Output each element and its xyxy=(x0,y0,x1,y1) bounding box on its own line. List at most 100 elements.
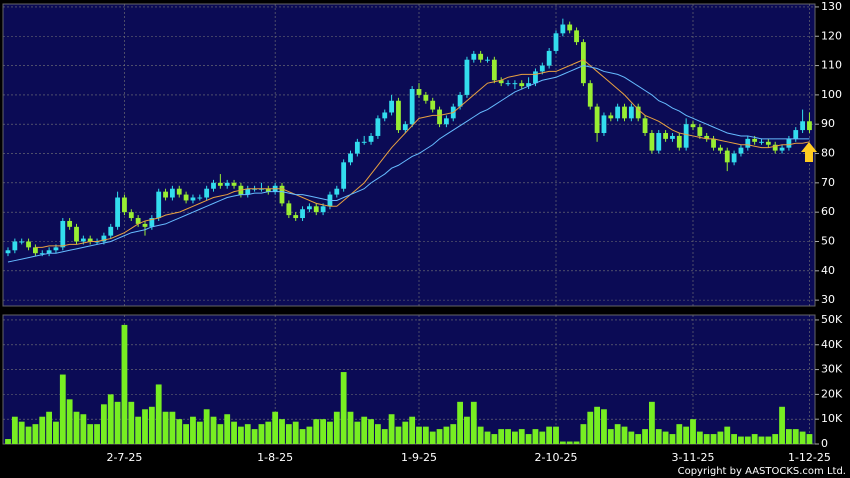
candle-body xyxy=(176,188,182,195)
candle-body xyxy=(505,83,511,85)
candle-body xyxy=(156,191,162,219)
candle-body xyxy=(574,30,579,43)
volume-bar xyxy=(518,429,525,444)
volume-bar xyxy=(580,424,587,444)
volume-bar xyxy=(402,421,409,444)
x-tick-label: 2-10-25 xyxy=(535,451,578,464)
volume-bar xyxy=(313,419,320,444)
candle-body xyxy=(581,42,586,84)
volume-bar xyxy=(450,424,457,444)
x-tick-label: 1-9-25 xyxy=(401,451,437,464)
volume-bar xyxy=(772,434,779,444)
candle-body xyxy=(718,147,723,151)
volume-bar xyxy=(676,424,683,444)
volume-bar xyxy=(505,429,511,444)
volume-bar xyxy=(217,424,224,444)
candle-body xyxy=(74,226,79,242)
candle-body xyxy=(293,215,299,219)
y-tick-label: 10K xyxy=(821,412,843,425)
candle-body xyxy=(807,121,812,131)
volume-bar xyxy=(265,421,272,444)
candle-body xyxy=(587,83,593,107)
y-tick-label: 90 xyxy=(821,117,835,130)
y-tick-label: 80 xyxy=(821,147,835,160)
candle-body xyxy=(402,124,408,131)
candle-body xyxy=(759,141,764,143)
volume-bar xyxy=(512,431,518,444)
volume-bar xyxy=(231,421,237,444)
volume-bar xyxy=(573,441,580,444)
volume-bar xyxy=(751,434,758,444)
candle-body xyxy=(87,238,93,242)
volume-bar xyxy=(347,411,354,444)
volume-bar xyxy=(690,419,696,444)
volume-bar xyxy=(5,439,11,444)
y-tick-label: 40 xyxy=(821,264,835,277)
candle-body xyxy=(772,144,778,151)
candle-body xyxy=(608,115,614,119)
y-tick-label: 70 xyxy=(821,176,835,189)
candle-body xyxy=(663,133,668,139)
candle-body xyxy=(183,194,189,201)
candle-body xyxy=(101,235,107,242)
candle-body xyxy=(786,138,792,148)
volume-bar xyxy=(224,414,231,444)
candle-body xyxy=(341,162,347,189)
candle-body xyxy=(642,118,648,134)
volume-bar xyxy=(354,421,361,444)
volume-bar xyxy=(299,429,306,444)
volume-bar xyxy=(655,429,662,444)
candle-body xyxy=(265,188,271,192)
y-tick-label: 120 xyxy=(821,29,842,42)
volume-bar xyxy=(525,434,532,444)
volume-bar xyxy=(621,426,628,444)
volume-bar xyxy=(628,431,635,444)
volume-bar xyxy=(210,416,217,444)
volume-bar xyxy=(340,372,347,444)
volume-bar xyxy=(203,409,210,444)
candle-body xyxy=(690,124,696,128)
volume-bar xyxy=(436,429,443,444)
volume-bar xyxy=(744,436,751,444)
volume-bar xyxy=(238,426,244,444)
candle-body xyxy=(245,188,251,195)
candle-body xyxy=(793,130,799,139)
volume-bar xyxy=(491,434,498,444)
volume-bar xyxy=(649,401,655,444)
volume-bar xyxy=(251,429,258,444)
candle-body xyxy=(348,153,353,163)
candle-body xyxy=(594,106,600,134)
volume-bar xyxy=(292,421,299,444)
candle-body xyxy=(375,118,381,136)
volume-bar xyxy=(484,431,491,444)
volume-bar xyxy=(731,434,737,444)
volume-bar xyxy=(183,424,189,444)
x-tick-label: 1-8-25 xyxy=(257,451,293,464)
candle-body xyxy=(731,153,737,163)
candle-body xyxy=(697,127,703,136)
volume-bar xyxy=(176,419,183,444)
y-tick-label: 0 xyxy=(821,437,828,450)
volume-bar xyxy=(464,416,470,444)
volume-bar xyxy=(498,429,505,444)
candle-body xyxy=(122,197,127,213)
volume-bar xyxy=(416,426,422,444)
volume-bar xyxy=(101,404,107,444)
candle-body xyxy=(519,83,525,87)
volume-bar xyxy=(32,424,39,444)
candle-body xyxy=(491,59,497,81)
candle-body xyxy=(724,150,730,163)
candle-body xyxy=(601,115,607,134)
candle-body xyxy=(313,206,319,213)
y-tick-label: 20K xyxy=(821,387,843,400)
candle-body xyxy=(423,94,429,101)
candle-body xyxy=(711,138,716,148)
volume-bar xyxy=(470,401,477,444)
volume-bar xyxy=(39,416,46,444)
price-panel xyxy=(2,3,816,307)
volume-bar xyxy=(320,419,326,444)
candle-body xyxy=(231,182,237,186)
volume-bar xyxy=(114,401,121,444)
candle-body xyxy=(485,59,490,61)
volume-bar xyxy=(409,416,416,444)
